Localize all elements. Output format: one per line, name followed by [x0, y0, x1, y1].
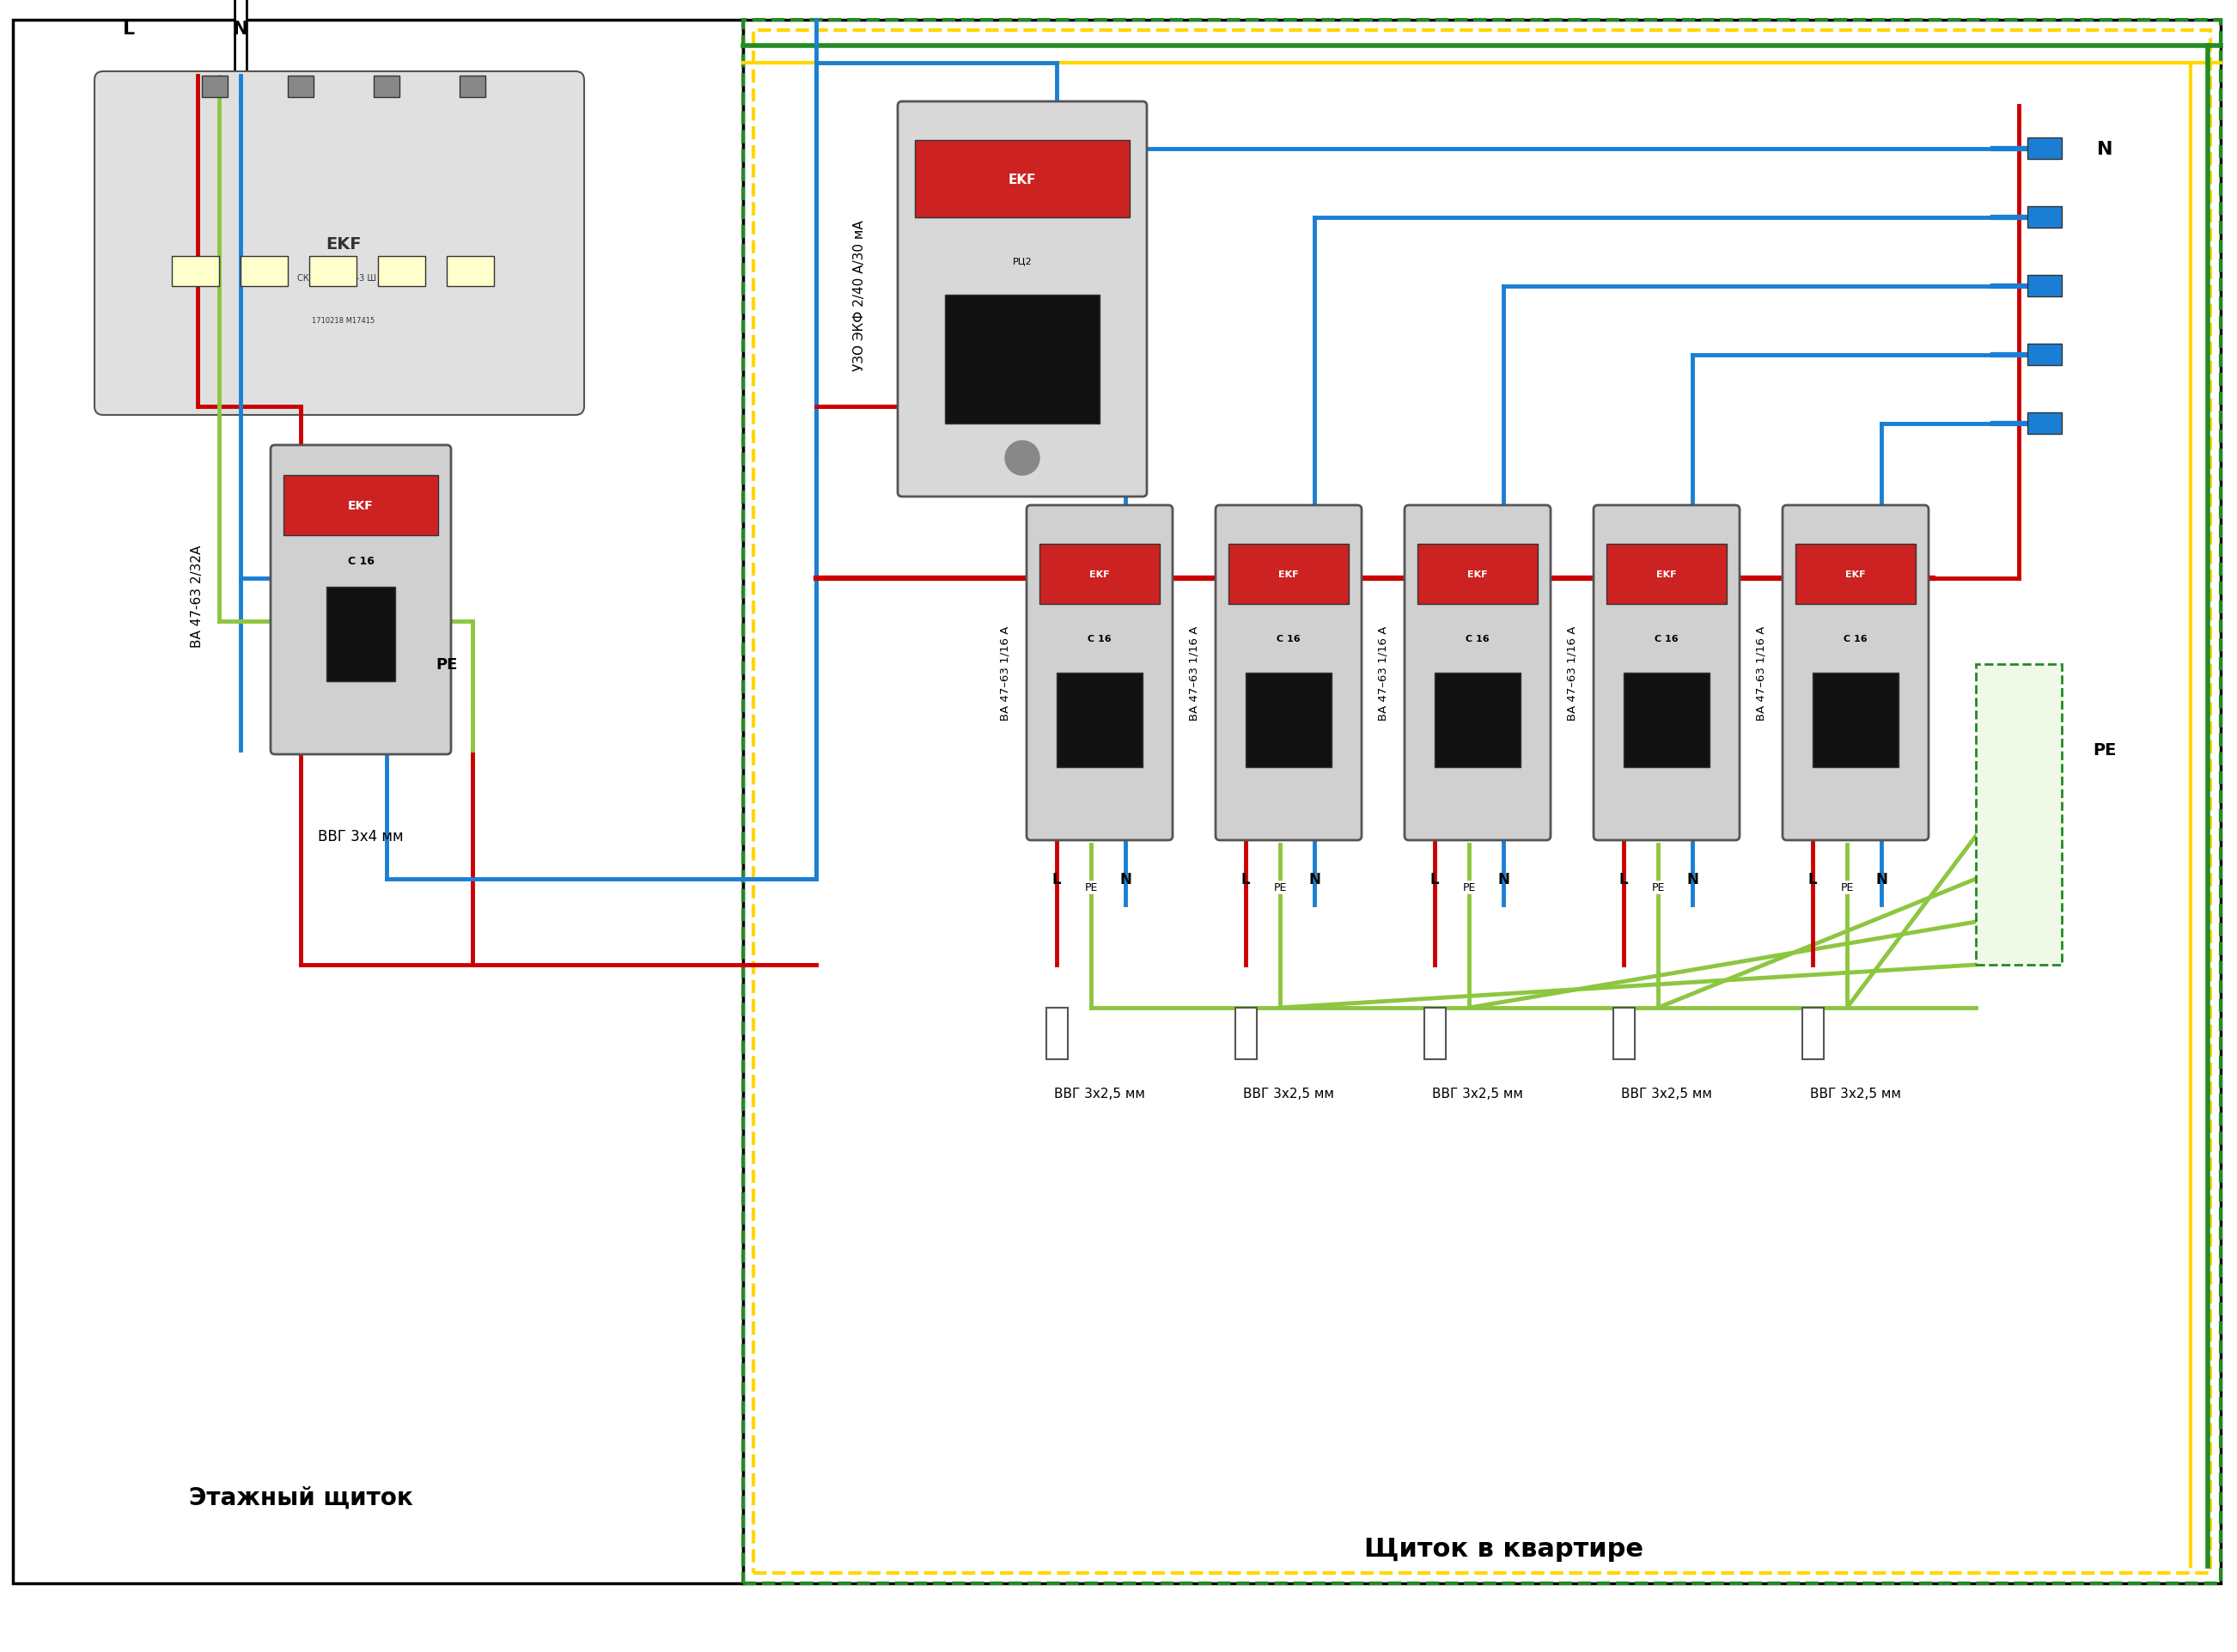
Bar — [201, 76, 228, 97]
FancyBboxPatch shape — [271, 446, 452, 755]
Text: N: N — [1118, 872, 1132, 887]
Bar — [2027, 206, 2063, 228]
Bar — [374, 76, 400, 97]
Text: EKF: EKF — [1655, 570, 1678, 578]
Text: Этажный щиток: Этажный щиток — [188, 1485, 412, 1510]
Bar — [2027, 413, 2063, 434]
Text: L: L — [1242, 872, 1250, 887]
Text: ВВГ 3х2,5 мм: ВВГ 3х2,5 мм — [1054, 1087, 1145, 1100]
Text: EKF: EKF — [1009, 173, 1036, 187]
Bar — [1040, 545, 1159, 605]
Text: ВА 47–63 1/16 А: ВА 47–63 1/16 А — [1566, 626, 1577, 720]
Bar — [2027, 139, 2063, 160]
Text: EKF: EKF — [1846, 570, 1866, 578]
Bar — [172, 256, 219, 287]
Text: EKF: EKF — [327, 236, 362, 253]
Bar — [1606, 545, 1727, 605]
Text: L: L — [1807, 872, 1816, 887]
Text: L: L — [1429, 872, 1438, 887]
Text: N: N — [233, 20, 248, 38]
Text: ВА 47–63 1/16 А: ВА 47–63 1/16 А — [1378, 626, 1389, 720]
Text: C 16: C 16 — [1655, 634, 1678, 643]
Bar — [743, 20, 2221, 1583]
Bar — [944, 296, 1101, 425]
Text: EKF: EKF — [1280, 570, 1300, 578]
Bar — [754, 31, 2210, 1573]
Bar — [1246, 672, 1331, 768]
Text: C 16: C 16 — [1277, 634, 1300, 643]
Bar — [284, 476, 438, 535]
Text: ВА 47–63 1/16 А: ВА 47–63 1/16 А — [1756, 626, 1767, 720]
Bar — [2027, 344, 2063, 365]
Text: PE: PE — [1085, 882, 1098, 894]
Bar — [1624, 672, 1709, 768]
FancyBboxPatch shape — [1215, 506, 1362, 841]
Text: L: L — [1620, 872, 1629, 887]
Text: РЦ2: РЦ2 — [1013, 256, 1031, 266]
Bar — [743, 20, 2221, 1583]
Text: ВА 47–63 1/16 А: ВА 47–63 1/16 А — [1188, 626, 1199, 720]
Text: C 16: C 16 — [1465, 634, 1490, 643]
Bar — [459, 76, 485, 97]
Text: EKF: EKF — [1089, 570, 1110, 578]
Text: C 16: C 16 — [1843, 634, 1868, 643]
Text: Щиток в квартире: Щиток в квартире — [1365, 1536, 1642, 1561]
Bar — [1235, 1008, 1257, 1059]
Text: C 16: C 16 — [1087, 634, 1112, 643]
Text: УЗО ЭКФ 2/40 А/30 мА: УЗО ЭКФ 2/40 А/30 мА — [852, 220, 866, 370]
Bar — [1228, 545, 1349, 605]
FancyBboxPatch shape — [1027, 506, 1172, 841]
FancyBboxPatch shape — [1783, 506, 1928, 841]
Bar — [1796, 545, 1915, 605]
Bar — [13, 20, 743, 1583]
Text: N: N — [1497, 872, 1510, 887]
Bar — [2027, 276, 2063, 297]
Text: СКАТ 101 М/1-3 Ш Р1: СКАТ 101 М/1-3 Ш Р1 — [298, 274, 389, 282]
Bar — [447, 256, 494, 287]
Text: EKF: EKF — [349, 499, 374, 512]
Bar — [1434, 672, 1521, 768]
Text: ВА 47-63 2/32А: ВА 47-63 2/32А — [190, 545, 204, 648]
Bar — [289, 76, 313, 97]
Text: ВВГ 3х2,5 мм: ВВГ 3х2,5 мм — [1622, 1087, 1711, 1100]
Bar — [915, 140, 1130, 218]
Bar — [1613, 1008, 1635, 1059]
Text: N: N — [1875, 872, 1888, 887]
Text: ВВГ 3х2,5 мм: ВВГ 3х2,5 мм — [1432, 1087, 1523, 1100]
Text: ВА 47–63 1/16 А: ВА 47–63 1/16 А — [1000, 626, 1011, 720]
Text: L: L — [123, 20, 134, 38]
Bar — [1975, 664, 2063, 965]
Text: EKF: EKF — [1467, 570, 1488, 578]
Circle shape — [1004, 441, 1040, 476]
Text: ВВГ 3х4 мм: ВВГ 3х4 мм — [318, 829, 403, 844]
Bar — [1425, 1008, 1445, 1059]
Text: N: N — [1309, 872, 1320, 887]
FancyBboxPatch shape — [94, 73, 584, 416]
Bar — [1418, 545, 1537, 605]
Bar — [242, 256, 289, 287]
Text: N: N — [2096, 140, 2112, 159]
Text: PE: PE — [1463, 882, 1476, 894]
Bar — [1803, 1008, 1823, 1059]
Text: ВВГ 3х2,5 мм: ВВГ 3х2,5 мм — [1244, 1087, 1333, 1100]
Bar — [1047, 1008, 1067, 1059]
Text: PE: PE — [1273, 882, 1286, 894]
Text: PE: PE — [2094, 742, 2116, 758]
Bar — [1056, 672, 1143, 768]
Text: PE: PE — [1651, 882, 1664, 894]
Bar — [309, 256, 356, 287]
FancyBboxPatch shape — [1405, 506, 1550, 841]
FancyBboxPatch shape — [897, 102, 1148, 497]
Text: ВВГ 3х2,5 мм: ВВГ 3х2,5 мм — [1810, 1087, 1901, 1100]
Text: PE: PE — [1841, 882, 1854, 894]
Bar — [327, 588, 396, 682]
FancyBboxPatch shape — [1593, 506, 1740, 841]
Text: N: N — [1687, 872, 1698, 887]
Bar — [1812, 672, 1899, 768]
Text: 1710218 M17415: 1710218 M17415 — [313, 317, 376, 325]
Text: C 16: C 16 — [347, 557, 374, 567]
Text: PE: PE — [436, 657, 459, 672]
Bar — [378, 256, 425, 287]
Text: L: L — [1051, 872, 1060, 887]
